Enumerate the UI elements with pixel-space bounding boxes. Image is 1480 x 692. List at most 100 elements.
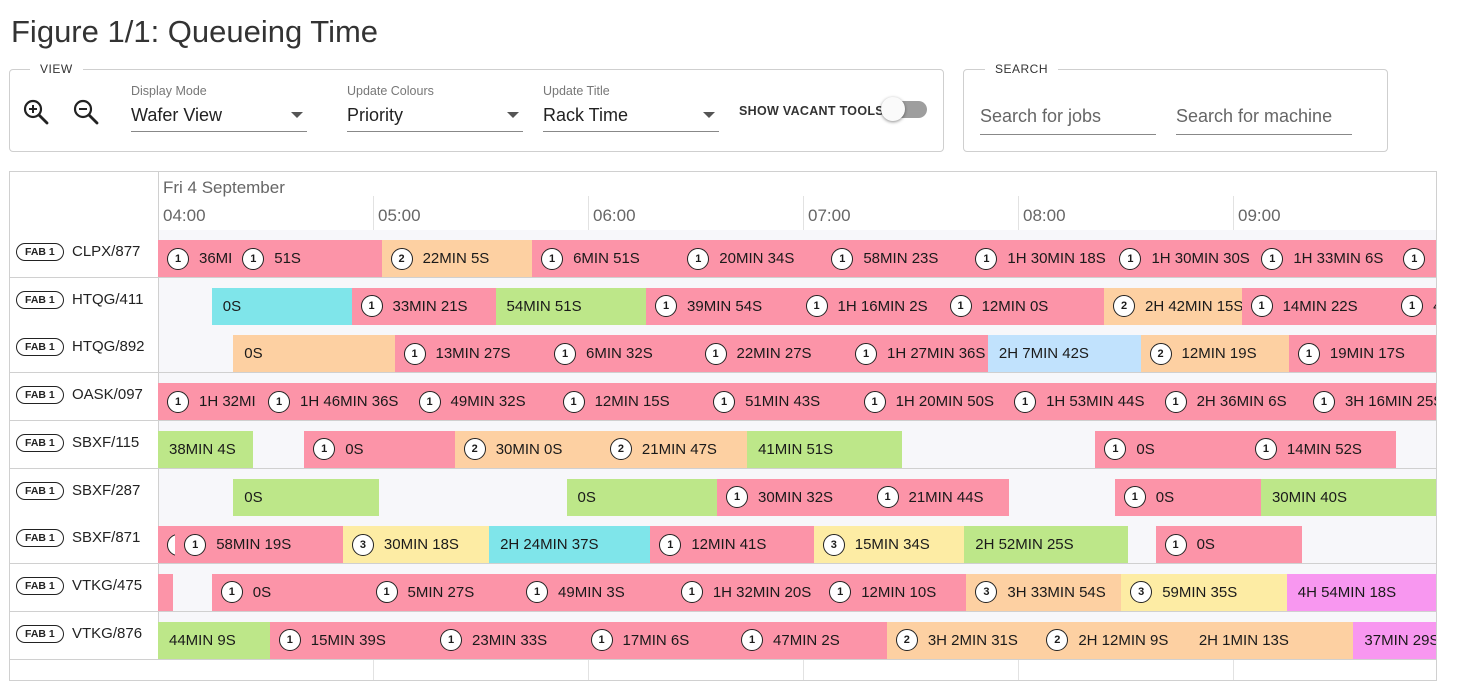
date-label: Fri 4 September (163, 178, 285, 197)
job-bar[interactable]: 2 22MIN 5S (381, 240, 533, 277)
job-bar[interactable]: 1 0S (211, 573, 367, 611)
job-bar[interactable]: 1 23MIN 33S (431, 621, 582, 659)
job-bar[interactable]: 1 51MIN 43S (704, 383, 855, 421)
job-bar[interactable]: 3 30MIN 18S (342, 526, 490, 564)
job-bar[interactable]: 1 14MIN 22S (1241, 287, 1393, 325)
job-bar[interactable]: 1 (1394, 240, 1436, 277)
job-bar[interactable]: 1 20MIN 34S (678, 240, 823, 277)
job-bar[interactable]: 1 30MIN 32S (717, 478, 868, 516)
toggle-knob[interactable] (881, 97, 905, 121)
job-bar[interactable]: 1 1H 33MIN 6S (1252, 240, 1395, 277)
job-bar[interactable]: 1 12MIN 10S (820, 573, 967, 611)
job-bar[interactable]: 1 17MIN 6S (581, 621, 733, 659)
update-colours-label: Update Colours (347, 84, 434, 98)
job-bar[interactable]: 44MIN 9S (158, 621, 270, 659)
search-jobs-field[interactable] (980, 106, 1156, 135)
fab-badge: FAB 1 (16, 386, 64, 405)
job-bar[interactable]: 1 39MIN 54S (646, 287, 797, 325)
job-bar[interactable]: 1 1H 46MIN 36S (259, 383, 410, 421)
job-bar[interactable]: 1 19MIN 17S (1288, 335, 1436, 373)
job-bar[interactable]: 2 30MIN 0S (454, 430, 601, 468)
job-bar[interactable]: 41MIN 51S (747, 430, 902, 468)
update-colours-select[interactable]: Update Colours Priority (347, 84, 523, 132)
job-bar[interactable]: 1 0S (1155, 526, 1302, 564)
job-bar[interactable]: 2H 24MIN 37S (489, 526, 651, 564)
show-vacant-tools-label: SHOW VACANT TOOLS (739, 104, 884, 118)
job-bar[interactable]: 3 15MIN 34S (813, 526, 965, 564)
job-bar[interactable]: 54MIN 51S (495, 287, 647, 325)
job-bar[interactable]: 1 58MIN 23S (822, 240, 967, 277)
job-bar[interactable]: 3 3H 33MIN 54S (966, 573, 1122, 611)
job-bar[interactable]: 1 1H 53MIN 44S (1005, 383, 1156, 421)
job-bar[interactable]: 1 15MIN 39S (269, 621, 432, 659)
job-bar[interactable]: 1 0S (1095, 430, 1246, 468)
job-bar[interactable]: 2 2H 12MIN 9S (1037, 621, 1188, 659)
priority-badge: 2 (390, 247, 413, 270)
hour-label: 06:00 (593, 206, 636, 225)
search-jobs-input[interactable] (980, 106, 1156, 127)
job-bar[interactable]: 1 6MIN 32S (545, 335, 696, 373)
job-bar[interactable]: 14 (1392, 287, 1436, 325)
job-bar[interactable]: 2 12MIN 19S (1140, 335, 1289, 373)
job-bar[interactable]: 1 49MIN 3S (517, 573, 672, 611)
job-bar[interactable]: 1 12MIN 15S (553, 383, 705, 421)
job-bar[interactable]: 1 3H 16MIN 25S (1303, 383, 1436, 421)
job-bar[interactable]: 1 (158, 526, 176, 564)
job-bar[interactable]: 1 12MIN 0S (940, 287, 1104, 325)
job-bar[interactable]: 37MIN 29S (1353, 621, 1436, 659)
job-bar[interactable] (158, 573, 174, 611)
job-bar[interactable]: 0S (566, 478, 717, 516)
job-bar[interactable]: 1 1H 32MI (158, 383, 260, 421)
job-bar[interactable]: 1 0S (1114, 478, 1261, 516)
job-bar[interactable]: 1 1H 27MIN 36S (846, 335, 988, 373)
machine-row-label: FAB 1 VTKG/876 (10, 611, 159, 659)
job-bar[interactable]: 38MIN 4S (158, 430, 253, 468)
job-bar[interactable]: 1 22MIN 27S (695, 335, 846, 373)
job-bar[interactable]: 2H 7MIN 42S (987, 335, 1141, 373)
job-queue-time: 41MIN 51S (758, 440, 834, 458)
job-bar[interactable]: 1 1H 16MIN 2S (796, 287, 941, 325)
job-bar[interactable]: 4H 54MIN 18S (1286, 573, 1436, 611)
job-bar[interactable]: 1 1H 30MIN 30S (1110, 240, 1253, 277)
job-bar[interactable]: 2 2H 42MIN 15S (1104, 287, 1242, 325)
machine-row-label: FAB 1 SBXF/287 (10, 468, 159, 516)
job-bar[interactable]: 0S (233, 478, 380, 516)
zoom-in-button[interactable] (22, 98, 50, 126)
update-title-select[interactable]: Update Title Rack Time (543, 84, 719, 132)
display-mode-select[interactable]: Display Mode Wafer View (131, 84, 307, 132)
job-bar[interactable]: 30MIN 40S (1260, 478, 1436, 516)
job-queue-time: 17MIN 6S (622, 631, 690, 649)
job-bar[interactable]: 1 2H 36MIN 6S (1155, 383, 1304, 421)
job-bar[interactable]: 1 47MIN 2S (732, 621, 887, 659)
job-bar[interactable]: 1 13MIN 27S (394, 335, 545, 373)
job-bar[interactable]: 1 49MIN 32S (409, 383, 554, 421)
job-bar[interactable]: 1 12MIN 41S (650, 526, 814, 564)
fab-badge: FAB 1 (16, 624, 64, 643)
job-bar[interactable]: 2 21MIN 47S (600, 430, 748, 468)
job-bar[interactable]: 3 59MIN 35S (1121, 573, 1287, 611)
job-bar[interactable]: 1 14MIN 52S (1245, 430, 1397, 468)
job-bar[interactable]: 0S (233, 335, 395, 373)
job-bar[interactable]: 1 33MIN 21S (351, 287, 496, 325)
priority-badge: 1 (1123, 486, 1146, 508)
job-bar[interactable]: 2 3H 2MIN 31S (886, 621, 1038, 659)
job-bar[interactable]: 1 6MIN 51S (532, 240, 679, 277)
priority-badge: 1 (1104, 438, 1127, 461)
job-bar[interactable]: 2H 1MIN 13S (1187, 621, 1354, 659)
search-machine-input[interactable] (1176, 106, 1352, 127)
job-bar[interactable]: 1 21MIN 44S (867, 478, 1010, 516)
search-machine-field[interactable] (1176, 106, 1352, 135)
job-bar[interactable]: 1 5MIN 27S (366, 573, 518, 611)
job-bar[interactable]: 1 1H 20MIN 50S (854, 383, 1006, 421)
job-bar[interactable]: 1 1H 32MIN 20S (671, 573, 821, 611)
priority-badge: 1 (562, 390, 585, 413)
job-bar[interactable]: 1 36MIN (158, 240, 234, 277)
zoom-out-button[interactable] (72, 98, 100, 126)
job-bar[interactable]: 1 1H 30MIN 18S (966, 240, 1111, 277)
job-bar[interactable]: 1 51S (233, 240, 382, 277)
job-bar[interactable]: 2H 52MIN 25S (964, 526, 1128, 564)
job-bar[interactable]: 0S (211, 287, 352, 325)
job-bar[interactable]: 1 58MIN 19S (175, 526, 343, 564)
job-bar[interactable]: 1 0S (304, 430, 455, 468)
priority-badge: 2 (1149, 342, 1172, 365)
